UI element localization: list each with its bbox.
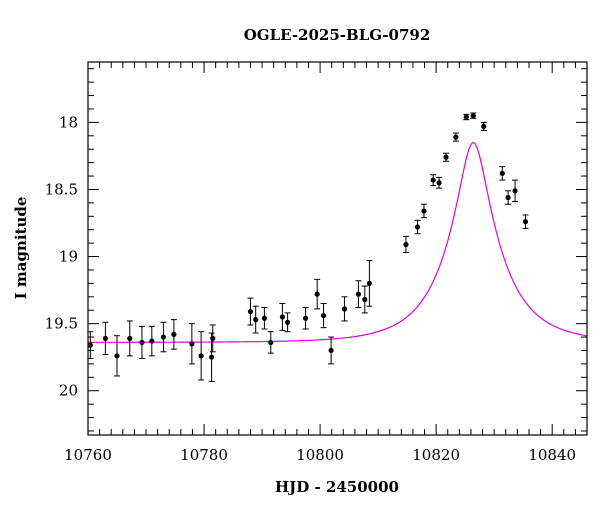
data-point [314, 278, 321, 310]
data-point [470, 112, 477, 119]
data-marker [522, 219, 529, 225]
data-marker [268, 339, 274, 346]
data-point [261, 307, 268, 330]
data-point [160, 321, 167, 353]
data-point [341, 296, 348, 322]
data-marker [436, 180, 442, 186]
data-marker [414, 224, 421, 230]
y-tick-label: 18.5 [45, 180, 78, 198]
x-axis-label: HJD - 2450000 [275, 478, 399, 496]
data-point [436, 176, 443, 189]
data-point [188, 323, 195, 365]
data-marker [481, 123, 487, 130]
data-point [170, 319, 177, 350]
y-tick-label: 19.5 [45, 315, 78, 333]
x-tick-label: 10820 [412, 446, 460, 464]
data-marker [453, 134, 459, 140]
y-tick-label: 20 [59, 382, 78, 400]
data-marker [403, 241, 409, 248]
x-tick-label: 10840 [528, 446, 576, 464]
data-point [430, 174, 437, 186]
data-point [366, 260, 373, 307]
data-marker [189, 341, 195, 347]
data-point [209, 324, 216, 353]
data-marker [366, 280, 373, 286]
y-axis-label: I magnitude [12, 197, 30, 300]
data-marker [247, 308, 254, 315]
ticks-layer [87, 62, 588, 435]
data-marker [302, 315, 309, 321]
data-marker [470, 113, 476, 119]
data-point [452, 132, 459, 142]
data-marker [285, 319, 291, 325]
data-marker [114, 353, 120, 359]
data-marker [320, 312, 327, 319]
data-point [480, 121, 487, 131]
data-point [463, 113, 470, 121]
data-marker [355, 291, 361, 297]
data-marker [362, 296, 368, 303]
data-marker [505, 194, 511, 201]
data-marker [328, 347, 334, 354]
data-marker [171, 331, 177, 337]
data-point [499, 166, 506, 181]
data-marker [208, 354, 215, 360]
data-marker [463, 114, 469, 120]
data-point [512, 179, 519, 203]
data-marker [512, 188, 518, 194]
data-marker [87, 342, 93, 348]
data-point [252, 305, 259, 334]
data-point [361, 285, 368, 314]
data-point [420, 203, 427, 219]
model-layer [88, 142, 588, 343]
data-point [198, 331, 205, 381]
data-point [402, 235, 409, 254]
data-marker [279, 314, 285, 320]
points-layer [87, 112, 529, 382]
data-marker [139, 339, 145, 346]
x-tick-label: 10760 [64, 446, 112, 464]
data-point [114, 335, 121, 377]
data-marker [341, 306, 348, 312]
data-marker [149, 338, 155, 344]
data-point [522, 214, 529, 229]
data-point [247, 297, 254, 326]
data-marker [198, 353, 204, 359]
data-point [208, 332, 215, 382]
data-marker [127, 335, 133, 341]
y-tick-label: 18 [59, 113, 78, 131]
data-marker [421, 208, 427, 214]
data-point [138, 325, 145, 360]
data-point [328, 336, 335, 365]
data-point [102, 321, 109, 355]
data-marker [499, 170, 505, 176]
data-point [148, 325, 155, 357]
plot-frame [87, 61, 588, 436]
data-marker [210, 335, 216, 341]
data-point [302, 307, 309, 330]
x-tick-label: 10800 [296, 446, 344, 464]
data-point [126, 320, 133, 357]
data-point [414, 219, 421, 235]
data-point [505, 190, 512, 205]
data-marker [314, 291, 320, 297]
data-marker [443, 154, 449, 160]
model-curve [88, 142, 588, 343]
data-point [284, 312, 291, 333]
data-point [267, 331, 274, 354]
data-marker [253, 317, 259, 323]
data-point [355, 280, 362, 309]
chart-title: OGLE-2025-BLG-0792 [244, 26, 431, 44]
data-marker [160, 334, 167, 340]
data-marker [261, 315, 267, 321]
tick-labels-layer: 10760 10780 10800 10820 10840 18 18.5 19 19.5 20 [45, 113, 576, 464]
y-tick-label: 19 [59, 248, 78, 266]
data-point [320, 303, 327, 329]
data-point [443, 152, 450, 162]
data-marker [102, 335, 109, 341]
x-tick-label: 10780 [180, 446, 228, 464]
data-point [279, 303, 286, 331]
data-marker [430, 177, 436, 183]
